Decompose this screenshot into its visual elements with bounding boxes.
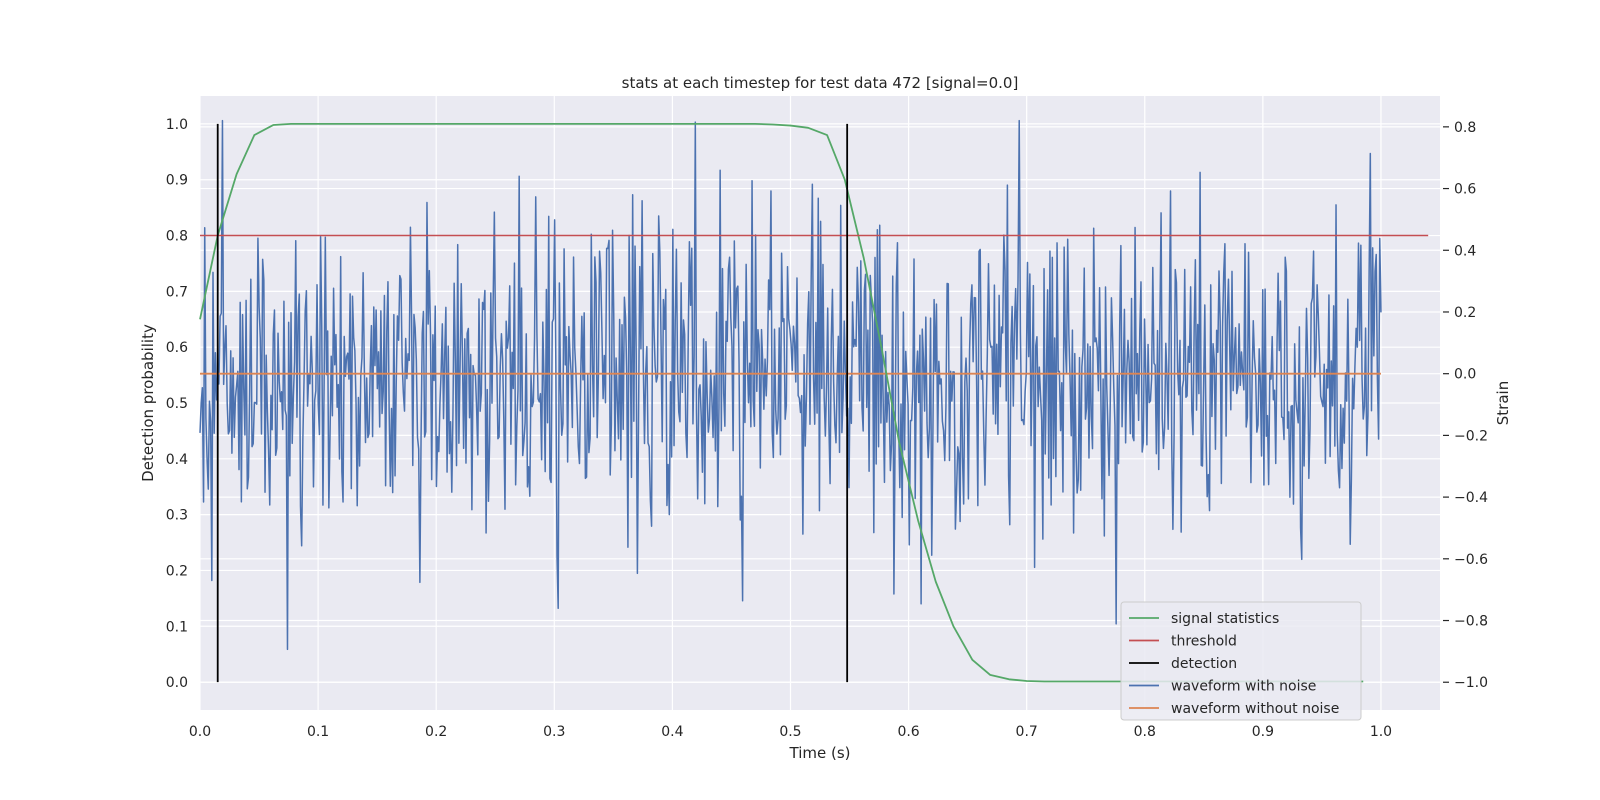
x-tick-label: 0.3 bbox=[543, 724, 565, 740]
y-tick-label-left: 1.0 bbox=[166, 117, 188, 133]
y-tick-label-left: 0.9 bbox=[166, 173, 188, 189]
legend-entry: signal statistics bbox=[1171, 611, 1279, 627]
legend-entry: waveform without noise bbox=[1171, 701, 1339, 717]
legend-entry: detection bbox=[1171, 656, 1237, 672]
y-tick-label-right: −1.0 bbox=[1454, 675, 1488, 691]
y-tick-label-right: −0.4 bbox=[1454, 490, 1488, 506]
x-tick-label: 0.1 bbox=[307, 724, 329, 740]
x-tick-label: 0.6 bbox=[897, 724, 919, 740]
x-tick-label: 0.2 bbox=[425, 724, 447, 740]
x-axis-label: Time (s) bbox=[789, 744, 851, 762]
y-tick-label-right: 0.6 bbox=[1454, 182, 1476, 198]
y-axis-right: −1.0 −0.8 −0.6 −0.4 −0.2 0.0 0.2 0.4 0.6 0.8 bbox=[1443, 120, 1488, 691]
x-axis: 0.0 0.1 0.2 0.3 0.4 0.5 0.6 0.7 0.8 0.9 1.0 bbox=[189, 724, 1392, 740]
y-tick-label-right: 0.8 bbox=[1454, 120, 1476, 136]
y-tick-label-right: −0.2 bbox=[1454, 428, 1488, 444]
series-signal-statistics bbox=[199, 123, 1364, 683]
x-tick-label: 0.4 bbox=[661, 724, 683, 740]
y-tick-label-right: −0.6 bbox=[1454, 552, 1488, 568]
legend: signal statistics threshold detection wavef… bbox=[1120, 601, 1362, 721]
y-axis-left: 0.0 0.1 0.2 0.3 0.4 0.5 0.6 0.7 0.8 0.9 1.0 bbox=[166, 117, 188, 691]
y-tick-label-left: 0.5 bbox=[166, 396, 188, 412]
legend-entry: threshold bbox=[1171, 634, 1237, 650]
y-tick-label-left: 0.6 bbox=[166, 340, 188, 356]
y-tick-label-left: 0.8 bbox=[166, 229, 188, 245]
y-tick-label-right: 0.0 bbox=[1454, 367, 1476, 383]
y-axis-left-label: Detection probability bbox=[139, 324, 157, 482]
x-tick-label: 0.9 bbox=[1252, 724, 1274, 740]
x-tick-label: 0.8 bbox=[1134, 724, 1156, 740]
x-tick-label: 0.7 bbox=[1016, 724, 1038, 740]
legend-box bbox=[1120, 601, 1362, 721]
y-tick-label-left: 0.0 bbox=[166, 675, 188, 691]
y-tick-label-left: 0.2 bbox=[166, 563, 188, 579]
legend-entry: waveform with noise bbox=[1171, 679, 1316, 695]
y-tick-label-right: 0.4 bbox=[1454, 243, 1476, 259]
series-waveform-with-noise bbox=[199, 119, 1382, 651]
series-layer bbox=[199, 119, 1429, 683]
y-tick-label-left: 0.1 bbox=[166, 619, 188, 635]
y-tick-label-right: −0.8 bbox=[1454, 614, 1488, 630]
x-tick-label: 0.5 bbox=[779, 724, 801, 740]
y-tick-label-left: 0.3 bbox=[166, 508, 188, 524]
x-tick-label: 1.0 bbox=[1370, 724, 1392, 740]
chart-title: stats at each timestep for test data 472… bbox=[622, 74, 1019, 92]
y-axis-right-label: Strain bbox=[1494, 381, 1512, 425]
y-tick-label-right: 0.2 bbox=[1454, 305, 1476, 321]
y-tick-label-left: 0.4 bbox=[166, 452, 188, 468]
y-tick-label-left: 0.7 bbox=[166, 284, 188, 300]
x-tick-label: 0.0 bbox=[189, 724, 211, 740]
